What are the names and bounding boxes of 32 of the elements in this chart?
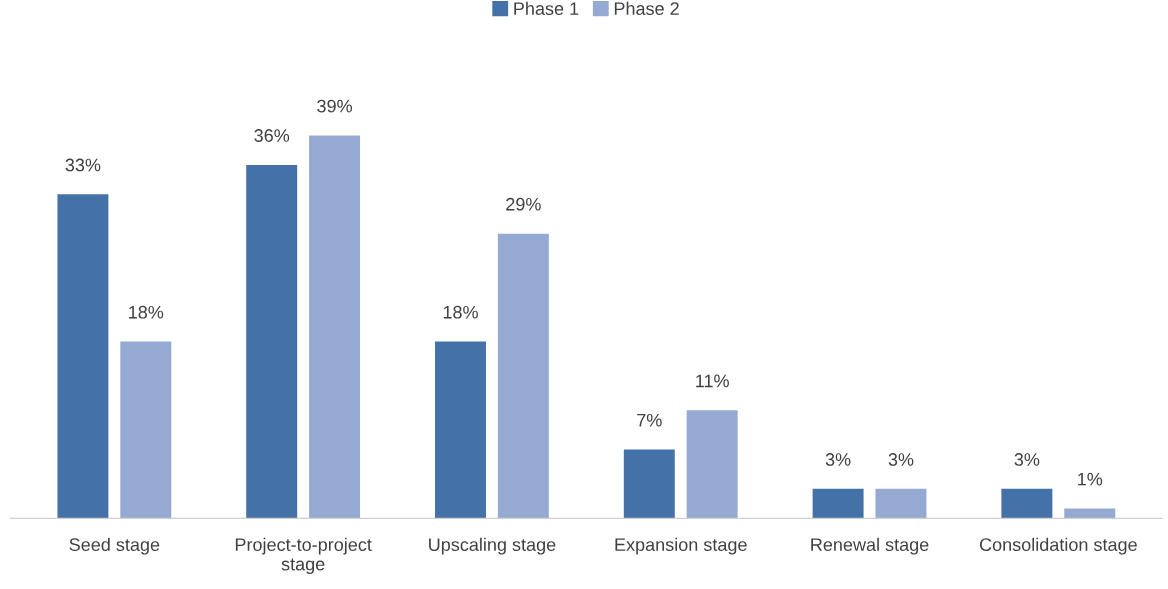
data-label: 1% [1078,472,1103,486]
data-label: 29% [506,197,541,211]
bar [875,488,927,519]
x-tick-label: Renewal stage [811,537,929,555]
bar [246,164,298,519]
bar [623,449,675,519]
bar [812,488,864,519]
data-label: 7% [637,413,662,427]
bar [435,341,486,519]
data-label: 33% [65,158,101,172]
data-label: 3% [825,453,851,466]
data-label: 11% [696,374,729,388]
data-label: 3% [888,453,914,466]
legend-label: Phase 1 [514,1,579,15]
x-tick-label: Consolidation stage [979,537,1137,555]
bar [1064,508,1116,519]
data-label: 18% [129,305,164,319]
legend-label: Phase 2 [614,1,679,15]
x-tick-label: Seed stage [69,537,160,555]
bar [57,194,109,519]
bar [686,410,738,519]
x-tick-label: Expansion stage [615,537,747,555]
bar [497,233,549,519]
x-tick-label: Project-to-project stage [235,537,372,575]
data-label: 39% [317,99,353,113]
data-label: 18% [443,305,478,319]
bar [120,341,172,519]
data-label: 36% [254,129,290,142]
bar [1001,488,1053,519]
x-tick-label: Upscaling stage [429,537,556,555]
bar [309,135,361,519]
data-label: 3% [1014,453,1040,466]
